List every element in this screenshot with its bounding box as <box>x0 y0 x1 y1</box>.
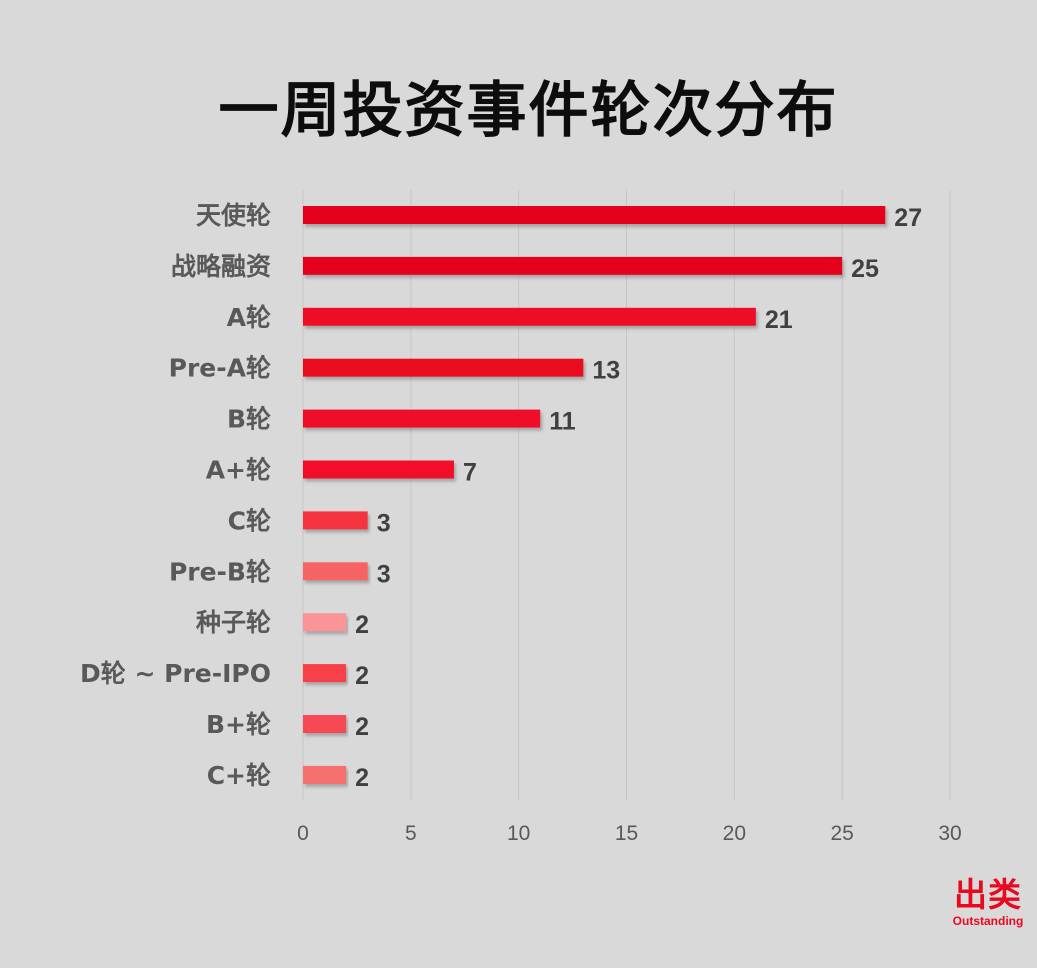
category-label: B轮 <box>227 405 271 434</box>
chart-title: 一周投资事件轮次分布 <box>218 76 839 146</box>
data-label: 2 <box>355 764 369 792</box>
x-tick-label: 10 <box>507 822 530 845</box>
category-label: Pre-B轮 <box>169 557 271 586</box>
bar <box>303 460 454 479</box>
bar <box>303 256 843 275</box>
x-tick-label: 20 <box>723 822 746 845</box>
bar <box>303 715 347 733</box>
bar <box>303 765 347 784</box>
category-label: D轮 ~ Pre-IPO <box>80 659 271 688</box>
x-tick-label: 30 <box>938 822 961 845</box>
data-label: 3 <box>377 560 391 588</box>
brand-logo: 出类 Outstanding <box>946 875 1030 929</box>
category-label: 天使轮 <box>196 201 271 230</box>
bar <box>303 511 368 530</box>
bar <box>303 562 368 581</box>
bars <box>303 206 886 784</box>
x-tick-label: 0 <box>297 822 309 845</box>
category-label: 战略融资 <box>171 252 271 281</box>
bar <box>303 358 584 377</box>
data-label: 21 <box>765 306 793 334</box>
data-label: 3 <box>377 509 391 537</box>
data-label: 2 <box>355 713 369 741</box>
bar <box>303 307 756 326</box>
logo-sub-text: Outstanding <box>952 914 1024 928</box>
category-label: 种子轮 <box>196 608 271 637</box>
bar <box>303 664 347 683</box>
bar <box>303 206 886 224</box>
x-tick-label: 15 <box>615 822 638 845</box>
data-label: 25 <box>851 255 879 283</box>
category-label: B+轮 <box>206 710 271 739</box>
x-tick-label: 25 <box>830 822 853 845</box>
data-label: 13 <box>592 357 620 385</box>
data-label: 11 <box>549 408 576 436</box>
data-label: 2 <box>355 611 369 639</box>
gridlines <box>302 190 951 800</box>
category-label: C+轮 <box>207 761 271 790</box>
bar <box>303 613 347 632</box>
x-tick-label: 5 <box>405 822 417 845</box>
category-label: Pre-A轮 <box>169 354 271 383</box>
category-label: A+轮 <box>206 456 271 485</box>
bar <box>303 409 541 428</box>
category-label: C轮 <box>228 506 271 535</box>
data-label: 2 <box>355 662 369 690</box>
data-label: 27 <box>894 204 922 232</box>
data-label: 7 <box>463 459 477 487</box>
category-label: A轮 <box>227 303 271 332</box>
logo-main-text: 出类 <box>954 875 1022 914</box>
